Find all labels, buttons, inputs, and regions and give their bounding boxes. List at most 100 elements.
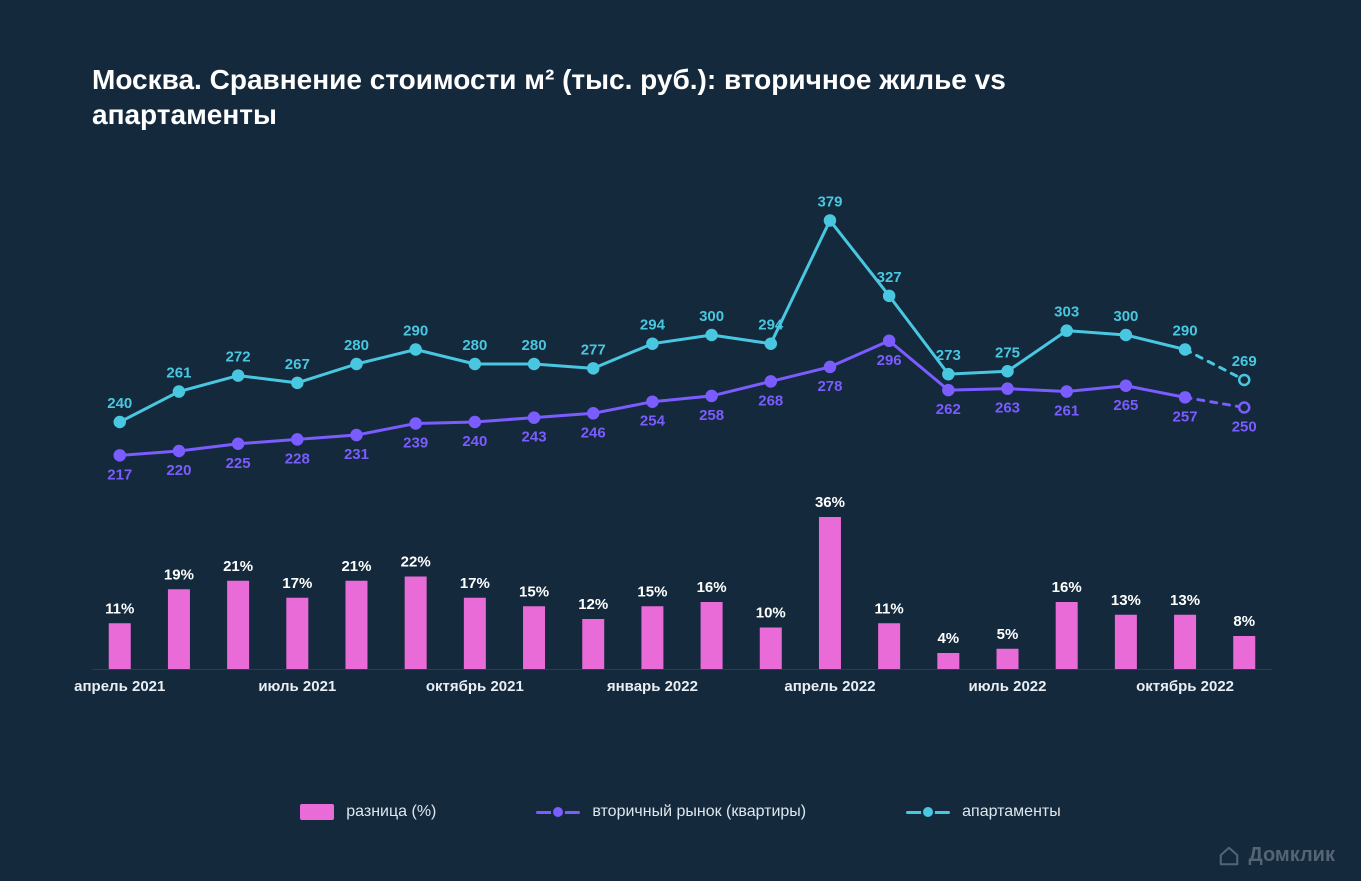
value-apart: 272 — [226, 349, 251, 366]
marker-secondary — [884, 336, 894, 346]
legend-swatch-apart — [906, 811, 950, 814]
brand-text: Домклик — [1248, 844, 1335, 867]
bar-value: 21% — [341, 558, 371, 575]
chart-legend: разница (%) вторичный рынок (квартиры) а… — [0, 803, 1361, 821]
value-apart: 267 — [285, 356, 310, 373]
x-tick-label: июль 2022 — [969, 678, 1047, 695]
bar — [109, 623, 131, 670]
chart-area: 11%19%21%17%21%22%17%15%12%15%16%10%36%1… — [92, 180, 1272, 740]
value-apart: 280 — [344, 337, 369, 354]
value-secondary: 220 — [166, 462, 191, 479]
legend-swatch-secondary — [536, 811, 580, 814]
value-apart: 379 — [817, 193, 842, 210]
bar-value: 16% — [1052, 579, 1082, 596]
marker-secondary — [1062, 387, 1072, 397]
value-secondary: 240 — [462, 433, 487, 450]
value-apart: 303 — [1054, 304, 1079, 321]
value-apart: 240 — [107, 395, 132, 412]
bar — [997, 649, 1019, 670]
marker-secondary — [707, 391, 717, 401]
marker-secondary — [766, 376, 776, 386]
bar — [641, 606, 663, 670]
x-axis-line — [92, 669, 1272, 670]
marker-secondary — [411, 418, 421, 428]
marker-apart — [766, 339, 776, 349]
bar-value: 36% — [815, 494, 845, 511]
bar-value: 17% — [460, 575, 490, 592]
value-secondary: 231 — [344, 446, 369, 463]
bar — [464, 598, 486, 670]
bar — [1233, 636, 1255, 670]
bar-value: 21% — [223, 558, 253, 575]
bar — [345, 581, 367, 670]
marker-apart — [292, 378, 302, 388]
marker-apart — [943, 369, 953, 379]
value-secondary: 296 — [877, 352, 902, 369]
legend-label-apart: апартаменты — [962, 803, 1061, 821]
marker-secondary — [825, 362, 835, 372]
bar-value: 12% — [578, 596, 608, 613]
bar — [1056, 602, 1078, 670]
marker-secondary — [647, 397, 657, 407]
bar-value: 11% — [875, 600, 904, 617]
value-secondary: 243 — [522, 429, 547, 446]
bar — [760, 628, 782, 671]
value-secondary: 254 — [640, 413, 666, 430]
bar-value: 4% — [937, 630, 959, 647]
value-apart: 300 — [699, 308, 724, 325]
bar — [168, 589, 190, 670]
legend-item-diff: разница (%) — [300, 803, 436, 821]
value-apart: 273 — [936, 347, 961, 364]
legend-label-secondary: вторичный рынок (квартиры) — [592, 803, 806, 821]
bar-value: 19% — [164, 566, 194, 583]
marker-secondary — [1239, 403, 1249, 413]
line-secondary-dashed — [1185, 397, 1244, 407]
value-secondary: 257 — [1173, 408, 1198, 425]
value-apart: 290 — [1173, 323, 1198, 340]
value-secondary: 278 — [817, 378, 842, 395]
marker-secondary — [1003, 384, 1013, 394]
value-secondary: 217 — [107, 466, 132, 483]
value-apart: 294 — [640, 317, 666, 334]
bar-value: 11% — [105, 600, 134, 617]
value-apart: 261 — [166, 365, 191, 382]
chart-svg: 11%19%21%17%21%22%17%15%12%15%16%10%36%1… — [92, 180, 1272, 670]
marker-secondary — [1180, 392, 1190, 402]
legend-item-secondary: вторичный рынок (квартиры) — [536, 803, 806, 821]
value-apart: 269 — [1232, 353, 1257, 370]
legend-label-diff: разница (%) — [346, 803, 436, 821]
x-tick-label: январь 2022 — [607, 678, 698, 695]
brand-logo: Домклик — [1218, 844, 1335, 867]
marker-apart — [529, 359, 539, 369]
bar-value: 8% — [1233, 613, 1255, 630]
marker-apart — [1062, 326, 1072, 336]
value-apart: 294 — [758, 317, 784, 334]
marker-apart — [351, 359, 361, 369]
bar — [1115, 615, 1137, 670]
value-secondary: 239 — [403, 434, 428, 451]
value-secondary: 263 — [995, 400, 1020, 417]
bar-value: 16% — [697, 579, 727, 596]
bar-value: 22% — [401, 554, 431, 571]
bar — [286, 598, 308, 670]
bar — [227, 581, 249, 670]
marker-secondary — [115, 450, 125, 460]
bar-value: 13% — [1111, 592, 1141, 609]
value-apart: 277 — [581, 341, 606, 358]
x-axis-labels: апрель 2021июль 2021октябрь 2021январь 2… — [92, 678, 1272, 702]
value-secondary: 262 — [936, 401, 961, 418]
value-secondary: 268 — [758, 392, 783, 409]
house-icon — [1218, 845, 1240, 867]
x-tick-label: июль 2021 — [258, 678, 336, 695]
marker-apart — [1239, 375, 1249, 385]
value-apart: 280 — [522, 337, 547, 354]
marker-apart — [1003, 366, 1013, 376]
x-tick-label: апрель 2022 — [784, 678, 875, 695]
legend-item-apart: апартаменты — [906, 803, 1061, 821]
marker-secondary — [943, 385, 953, 395]
bar — [819, 517, 841, 670]
bar-value: 15% — [637, 583, 667, 600]
bar — [937, 653, 959, 670]
value-secondary: 258 — [699, 407, 724, 424]
marker-apart — [233, 371, 243, 381]
